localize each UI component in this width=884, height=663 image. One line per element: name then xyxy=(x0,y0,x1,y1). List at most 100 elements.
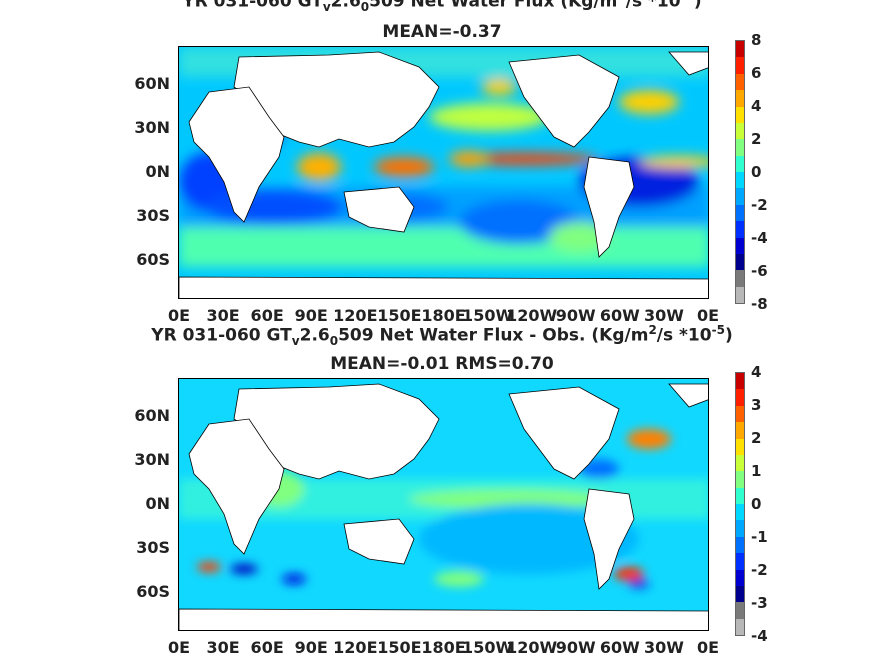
colorbar-tick-label: -1 xyxy=(751,528,768,546)
map-svg xyxy=(179,47,708,298)
colorbar-tick-label: 3 xyxy=(751,396,762,414)
colorbar-segment xyxy=(736,188,744,205)
lon-label: 180E xyxy=(421,638,466,657)
colorbar-segment xyxy=(736,106,744,123)
colorbar-segment xyxy=(736,90,744,107)
lat-label: 60N xyxy=(134,406,170,425)
colorbar-segment xyxy=(736,221,744,238)
colorbar-segment xyxy=(736,270,744,287)
lon-label: 0E xyxy=(696,306,720,325)
colorbar-segment xyxy=(736,618,744,635)
colorbar-segment xyxy=(736,155,744,172)
colorbar-segment xyxy=(736,172,744,189)
colorbar-tick-label: 8 xyxy=(751,31,762,49)
panel-title: YR 031-060 GTv2.60509 Net Water Flux (Kg… xyxy=(182,0,702,15)
lon-label: 0E xyxy=(167,638,191,657)
lat-label: 60S xyxy=(136,250,170,269)
colorbar xyxy=(735,40,745,304)
lat-label: 0N xyxy=(145,494,170,513)
lon-label: 0E xyxy=(167,306,191,325)
lon-label: 90W xyxy=(555,306,596,325)
colorbar xyxy=(735,372,745,636)
colorbar-segment xyxy=(736,520,744,537)
lat-label: 30N xyxy=(134,118,170,137)
colorbar-tick-label: -2 xyxy=(751,196,768,214)
lon-label: 60W xyxy=(599,306,640,325)
map-net-water-flux xyxy=(178,46,709,299)
colorbar-segment xyxy=(736,41,744,58)
colorbar-segment xyxy=(736,237,744,254)
lon-label: 60E xyxy=(250,306,284,325)
colorbar-segment xyxy=(736,286,744,303)
colorbar-tick-label: -3 xyxy=(751,594,768,612)
land-mask xyxy=(179,383,708,630)
colorbar-segment xyxy=(736,553,744,570)
lon-label: 90W xyxy=(555,638,596,657)
colorbar-tick-label: 6 xyxy=(751,64,762,82)
lon-label: 120E xyxy=(333,638,378,657)
colorbar-tick-label: 0 xyxy=(751,495,762,513)
lon-label: 90E xyxy=(294,306,328,325)
colorbar-tick-label: 0 xyxy=(751,163,762,181)
lon-label: 120E xyxy=(333,306,378,325)
colorbar-segment xyxy=(736,57,744,74)
lon-label: 0E xyxy=(696,638,720,657)
map-flux-bias xyxy=(178,378,709,631)
colorbar-segment xyxy=(736,602,744,619)
colorbar-segment xyxy=(736,373,744,390)
lon-label: 150W xyxy=(462,306,514,325)
lon-label: 30E xyxy=(206,306,240,325)
lon-label: 30E xyxy=(206,638,240,657)
colorbar-tick-label: 2 xyxy=(751,429,762,447)
colorbar-tick-label: -4 xyxy=(751,627,768,645)
colorbar-segment xyxy=(736,139,744,156)
colorbar-segment xyxy=(736,585,744,603)
lon-label: 150E xyxy=(377,638,422,657)
colorbar-segment xyxy=(736,73,744,91)
lat-label: 60N xyxy=(134,74,170,93)
colorbar-tick-label: -4 xyxy=(751,229,768,247)
colorbar-tick-label: 4 xyxy=(751,363,762,381)
colorbar-segment xyxy=(736,438,744,455)
lon-label: 150W xyxy=(462,638,514,657)
lon-axis: 0E 30E 60E 90E 120E 150E 180E 150W 120W 90W 60W 30W… xyxy=(0,638,884,658)
land-mask xyxy=(179,51,708,298)
lon-label: 120W xyxy=(506,638,558,657)
panel-title: YR 031-060 GTv2.60509 Net Water Flux - O… xyxy=(151,323,733,349)
panel-stats: MEAN=-0.01 RMS=0.70 xyxy=(330,354,554,374)
lon-label: 60E xyxy=(250,638,284,657)
lat-label: 30S xyxy=(136,538,170,557)
colorbar-segment xyxy=(736,405,744,423)
colorbar-segment xyxy=(736,504,744,521)
colorbar-segment xyxy=(736,204,744,222)
panel-stats: MEAN=-0.37 xyxy=(382,22,502,42)
colorbar-segment xyxy=(736,487,744,504)
lon-label: 60W xyxy=(599,638,640,657)
lat-label: 60S xyxy=(136,582,170,601)
map-svg xyxy=(179,379,708,630)
lon-label: 180E xyxy=(421,306,466,325)
colorbar-segment xyxy=(736,389,744,406)
colorbar-segment xyxy=(736,253,744,271)
colorbar-tick-label: 1 xyxy=(751,462,762,480)
lon-label: 30W xyxy=(643,638,684,657)
colorbar-segment xyxy=(736,454,744,472)
colorbar-segment xyxy=(736,422,744,439)
lon-label: 30W xyxy=(643,306,684,325)
lon-label: 90E xyxy=(294,638,328,657)
lat-label: 30N xyxy=(134,450,170,469)
colorbar-segment xyxy=(736,471,744,488)
colorbar-segment xyxy=(736,569,744,586)
colorbar-segment xyxy=(736,122,744,140)
lon-label: 120W xyxy=(506,306,558,325)
lon-label: 150E xyxy=(377,306,422,325)
lat-label: 0N xyxy=(145,162,170,181)
colorbar-tick-label: 4 xyxy=(751,97,762,115)
colorbar-tick-label: -8 xyxy=(751,295,768,313)
colorbar-tick-label: 2 xyxy=(751,130,762,148)
colorbar-tick-label: -2 xyxy=(751,561,768,579)
colorbar-segment xyxy=(736,536,744,554)
lon-axis: 0E 30E 60E 90E 120E 150E 180E 150W 120W 90W 60W 30W… xyxy=(0,306,884,326)
colorbar-tick-label: -6 xyxy=(751,262,768,280)
lat-label: 30S xyxy=(136,206,170,225)
